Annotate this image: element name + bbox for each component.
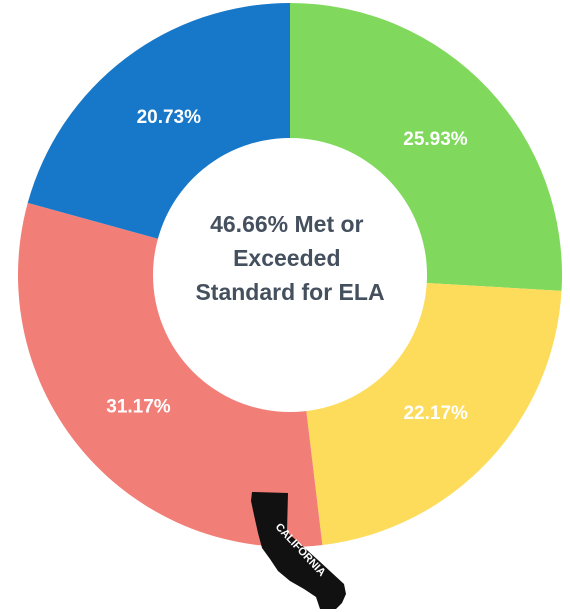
center-line-2: Exceeded [233,245,340,271]
slice-label-1: 25.93% [403,129,468,150]
slice-label-4: 20.73% [137,107,202,128]
slice-label-2: 22.17% [403,403,468,424]
california-shape-icon [251,492,346,609]
donut-hole [153,138,427,412]
slice-label-3: 31.17% [106,397,171,418]
center-line-3: Standard for ELA [195,279,384,305]
center-line-1: 46.66% Met or [210,211,363,237]
slice-labels: 25.93% 22.17% 31.17% 20.73% [106,107,468,424]
center-label: 46.66% Met or Exceeded Standard for ELA [195,211,384,305]
